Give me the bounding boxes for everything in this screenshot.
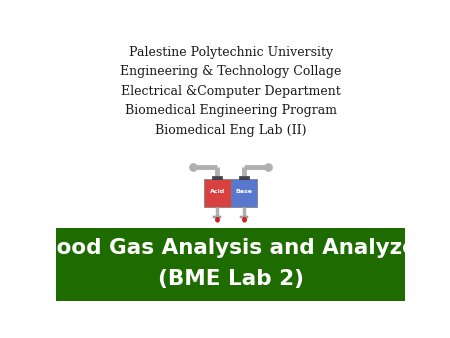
Text: Biomedical Eng Lab (II): Biomedical Eng Lab (II) xyxy=(155,124,306,137)
Text: (BME Lab 2): (BME Lab 2) xyxy=(158,269,304,289)
Bar xyxy=(239,176,249,179)
Text: Base: Base xyxy=(235,189,252,194)
Bar xyxy=(213,216,221,218)
Text: Acid: Acid xyxy=(210,189,225,194)
Text: Biomedical Engineering Program: Biomedical Engineering Program xyxy=(125,104,337,117)
FancyBboxPatch shape xyxy=(56,228,405,301)
Bar xyxy=(240,216,248,218)
Text: Palestine Polytechnic University: Palestine Polytechnic University xyxy=(129,46,333,59)
Text: Blood Gas Analysis and Analyzer: Blood Gas Analysis and Analyzer xyxy=(33,238,428,258)
Text: Electrical &Computer Department: Electrical &Computer Department xyxy=(121,85,341,98)
Text: Engineering & Technology Collage: Engineering & Technology Collage xyxy=(120,65,341,78)
Bar xyxy=(204,179,230,207)
Bar xyxy=(230,179,257,207)
Bar xyxy=(212,176,222,179)
